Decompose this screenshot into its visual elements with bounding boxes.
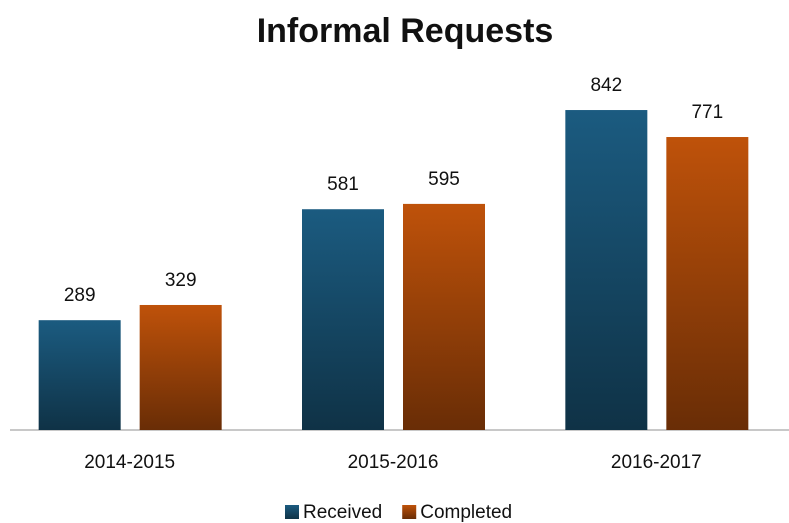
x-tick-label: 2016-2017 [611,452,702,473]
bar [666,137,749,430]
data-label: 329 [165,270,197,291]
legend-swatch [285,505,299,519]
legend-label: Completed [420,502,512,523]
data-label: 771 [691,102,723,123]
bar [302,209,384,430]
x-tick-label: 2015-2016 [348,452,439,473]
data-label: 581 [327,174,359,195]
chart-title: Informal Requests [257,12,554,50]
data-label: 842 [590,75,622,96]
bar [565,110,648,430]
data-label: 289 [64,285,96,306]
x-tick-label: 2014-2015 [84,452,175,473]
bar [38,320,121,430]
data-label: 595 [428,169,460,190]
legend-label: Received [303,502,382,523]
bar [403,203,485,430]
legend-swatch [402,505,417,519]
bar [139,304,222,430]
